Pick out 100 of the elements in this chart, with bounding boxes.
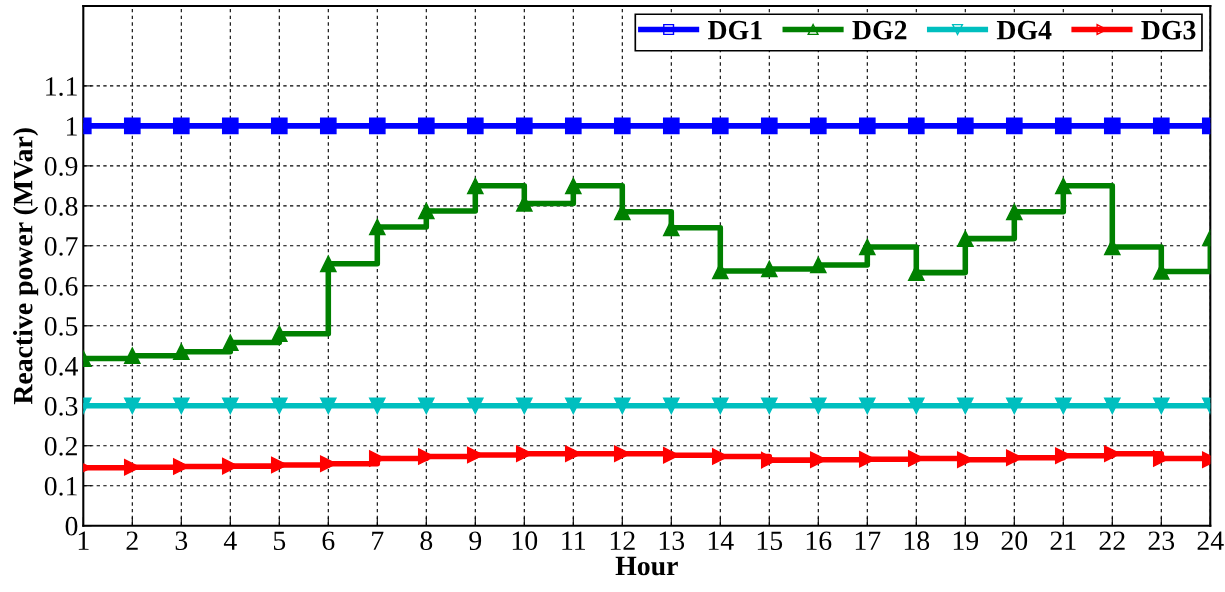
- point: [466, 117, 484, 135]
- x-tick-label: 9: [469, 531, 482, 551]
- point: [1152, 397, 1170, 415]
- point: [221, 334, 239, 351]
- x-tick-label: 14: [708, 531, 734, 550]
- point: [172, 397, 190, 415]
- point: [172, 117, 190, 135]
- point: [760, 117, 778, 135]
- y-tick-label: 1: [66, 117, 77, 136]
- legend-label: DG4: [996, 20, 1052, 40]
- point: [711, 117, 729, 135]
- y-tick-label: 0.6: [44, 276, 78, 296]
- point: [1054, 117, 1072, 135]
- point: [1005, 203, 1023, 221]
- x-tick-label: 20: [1001, 531, 1028, 551]
- point: [564, 177, 582, 195]
- x-tick-label: 13: [659, 531, 685, 551]
- point: [662, 117, 680, 135]
- y-tick-label: 0.5: [44, 316, 78, 336]
- y-tick-label: 0.7: [44, 236, 78, 256]
- y-tick-label: 0: [65, 516, 78, 536]
- point: [515, 117, 533, 135]
- point: [368, 117, 386, 135]
- x-tick-label: 22: [1099, 531, 1125, 550]
- point: [956, 230, 974, 247]
- y-tick-label: 0.3: [44, 396, 78, 416]
- point: [956, 397, 974, 415]
- y-tick-label: 0.2: [44, 436, 77, 456]
- point: [907, 117, 925, 135]
- point: [417, 117, 435, 135]
- point: [858, 117, 876, 135]
- x-tick-label: 19: [953, 531, 979, 551]
- y-tick-label: 0.4: [44, 356, 78, 376]
- y-tick-label: 0.1: [44, 476, 77, 496]
- point: [613, 117, 631, 135]
- point: [1005, 397, 1023, 415]
- x-tick-label: 24: [1197, 531, 1224, 550]
- point: [1005, 117, 1023, 135]
- point: [123, 347, 141, 365]
- x-tick-label: 10: [512, 531, 538, 551]
- point: [466, 177, 484, 195]
- x-tick-label: 2: [126, 531, 138, 550]
- point: [760, 260, 778, 278]
- point: [564, 397, 582, 415]
- point: [711, 397, 729, 415]
- point: [221, 397, 239, 415]
- x-tick-label: 3: [175, 531, 188, 551]
- x-tick-label: 12: [610, 531, 635, 550]
- x-tick-label: 5: [273, 531, 286, 551]
- point: [907, 397, 925, 415]
- point: [613, 397, 631, 415]
- x-tick-label: 4: [223, 531, 237, 550]
- x-tick-label: 18: [904, 531, 930, 551]
- point: [809, 256, 827, 274]
- y-tick-label: 1.1: [46, 77, 77, 96]
- x-tick-label: 7: [372, 531, 384, 550]
- point: [368, 218, 386, 236]
- x-tick-label: 11: [562, 531, 585, 550]
- y-tick-label: 0.9: [44, 157, 78, 176]
- y-axis-title: Reactive power (MVar): [12, 128, 39, 405]
- point: [515, 397, 533, 415]
- point: [466, 397, 484, 415]
- x-tick-label: 21: [1050, 531, 1076, 550]
- x-tick-label: 8: [420, 531, 433, 551]
- y-tick-label: 0.8: [44, 197, 78, 216]
- point: [1103, 117, 1121, 135]
- point: [858, 397, 876, 415]
- point: [858, 238, 876, 256]
- point: [172, 343, 190, 361]
- point: [270, 397, 288, 415]
- point: [270, 325, 288, 343]
- point: [319, 255, 337, 273]
- point: [319, 397, 337, 415]
- point: [662, 397, 680, 415]
- x-tick-label: 17: [855, 531, 881, 550]
- point: [956, 117, 974, 135]
- x-tick-label: 16: [806, 531, 832, 551]
- point: [368, 397, 386, 415]
- x-axis-title: Hour: [615, 556, 678, 576]
- point: [319, 117, 337, 135]
- point: [417, 202, 435, 220]
- x-tick-label: 15: [757, 531, 783, 551]
- legend-label: DG3: [1141, 20, 1196, 40]
- point: [1054, 177, 1072, 195]
- x-tick-label: 6: [322, 531, 335, 551]
- x-tick-label: 23: [1148, 531, 1175, 551]
- point: [1103, 397, 1121, 415]
- point: [123, 397, 141, 415]
- point: [1152, 117, 1170, 135]
- legend-label: DG1: [708, 20, 762, 40]
- point: [809, 397, 827, 415]
- point: [809, 117, 827, 135]
- point: [270, 117, 288, 135]
- point: [123, 117, 141, 135]
- point: [417, 397, 435, 415]
- point: [564, 117, 582, 135]
- point: [1054, 397, 1072, 415]
- legend-label: DG2: [852, 20, 907, 40]
- point: [760, 397, 778, 415]
- point: [221, 117, 239, 135]
